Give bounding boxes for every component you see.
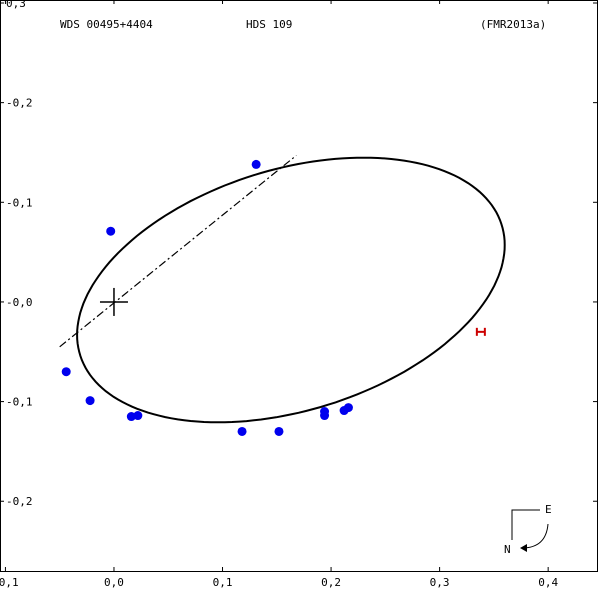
observation-point bbox=[320, 411, 330, 421]
star-name-label: HDS 109 bbox=[246, 18, 292, 31]
flagged-measurement bbox=[475, 327, 486, 336]
compass: E N bbox=[504, 503, 552, 556]
y-tick-label: -0,0 bbox=[6, 296, 33, 309]
axis-tick-labels: -0,1 0,0 0,1 0,2 0,3 0,4 0,3 -0,2 -0,1 -0,0 -0,1 -0… bbox=[0, 0, 558, 589]
observation-point bbox=[61, 367, 71, 377]
observation-point bbox=[237, 426, 247, 436]
y-tick-label: -0,2 bbox=[6, 97, 33, 110]
y-tick-label: -0,1 bbox=[6, 196, 33, 209]
y-tick-label: -0,2 bbox=[6, 495, 33, 508]
observation-point bbox=[251, 159, 261, 169]
observation-points bbox=[61, 159, 353, 436]
observation-point bbox=[343, 403, 353, 413]
x-tick-label: -0,1 bbox=[0, 576, 19, 589]
compass-north-label: N bbox=[504, 543, 511, 556]
observation-point bbox=[106, 226, 116, 236]
reference-label: (FMR2013a) bbox=[480, 18, 546, 31]
x-tick-label: 0,4 bbox=[538, 576, 558, 589]
compass-arrow bbox=[521, 523, 549, 549]
axis-ticks bbox=[0, 0, 597, 571]
y-tick-label: -0,1 bbox=[6, 396, 33, 409]
x-tick-label: 0,3 bbox=[430, 576, 450, 589]
plot-frame bbox=[0, 0, 598, 572]
compass-east-label: E bbox=[545, 503, 552, 516]
compass-arrowhead bbox=[520, 544, 527, 552]
compass-lines bbox=[511, 509, 540, 540]
observation-point bbox=[274, 426, 284, 436]
x-tick-label: 0,1 bbox=[213, 576, 233, 589]
y-tick-label: 0,3 bbox=[6, 0, 26, 10]
x-tick-label: 0,2 bbox=[321, 576, 341, 589]
line-of-nodes bbox=[59, 154, 297, 348]
x-tick-label: 0,0 bbox=[104, 576, 124, 589]
orbit-ellipse bbox=[76, 156, 506, 424]
wds-label: WDS 00495+4404 bbox=[60, 18, 153, 31]
primary-star-cross bbox=[99, 287, 128, 316]
observation-point bbox=[133, 411, 143, 421]
observation-point bbox=[85, 396, 95, 406]
